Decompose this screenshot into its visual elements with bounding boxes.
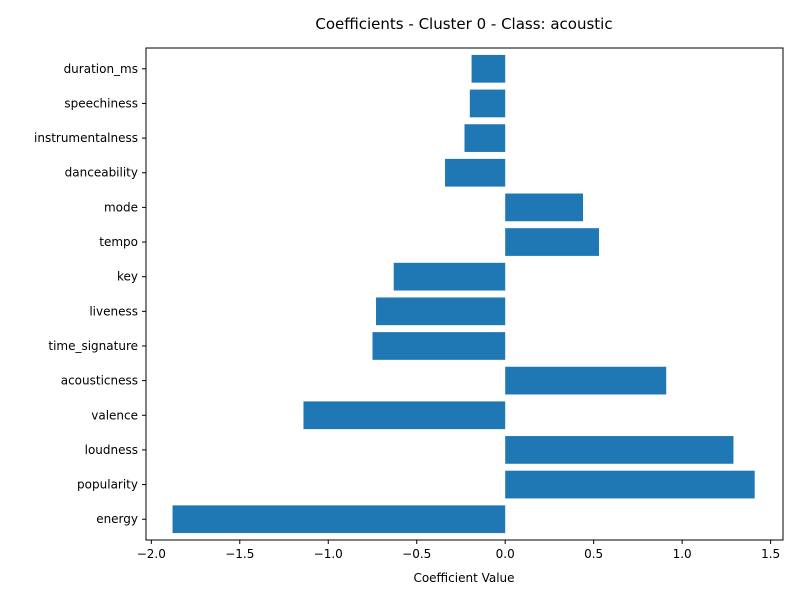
bar-danceability xyxy=(445,158,506,187)
x-tick-label: −2.0 xyxy=(137,547,166,561)
y-tick-label: key xyxy=(117,270,138,284)
x-axis-label: Coefficient Value xyxy=(413,571,514,585)
x-tick-label: −1.0 xyxy=(314,547,343,561)
y-tick-label: time_signature xyxy=(48,339,138,353)
bar-liveness xyxy=(376,297,506,326)
y-axis-ticks: energy popularity loudness valence acousticn… xyxy=(34,62,146,526)
y-tick-label: instrumentalness xyxy=(34,131,138,145)
y-tick-label: energy xyxy=(96,512,138,526)
bar-key xyxy=(393,262,506,291)
bars-group xyxy=(172,54,755,534)
y-tick-label: acousticness xyxy=(61,374,138,388)
bar-duration_ms xyxy=(471,54,506,83)
y-tick-label: liveness xyxy=(89,304,138,318)
bar-loudness xyxy=(505,436,734,464)
bar-mode xyxy=(505,193,584,222)
x-tick-label: 0.5 xyxy=(584,547,603,561)
y-tick-label: danceability xyxy=(65,166,138,180)
y-tick-label: duration_ms xyxy=(64,62,138,76)
bar-tempo xyxy=(505,228,599,256)
bar-valence xyxy=(303,401,506,430)
bar-energy xyxy=(172,505,506,534)
y-tick-label: loudness xyxy=(85,443,138,457)
y-tick-label: tempo xyxy=(99,235,138,249)
x-tick-label: −1.5 xyxy=(225,547,254,561)
y-tick-label: popularity xyxy=(77,478,138,492)
y-tick-label: valence xyxy=(91,408,138,422)
bar-speechiness xyxy=(469,89,506,118)
bar-instrumentalness xyxy=(464,124,506,152)
bar-acousticness xyxy=(505,366,667,395)
x-axis-ticks: −2.0 −1.5 −1.0 −0.5 0.0 0.5 1.0 1.5 xyxy=(137,540,780,561)
plot-frame xyxy=(145,47,784,541)
x-tick-label: 1.5 xyxy=(761,547,780,561)
x-tick-label: −0.5 xyxy=(402,547,431,561)
chart-title: Coefficients - Cluster 0 - Class: acoust… xyxy=(315,15,612,33)
bar-popularity xyxy=(505,470,755,499)
y-tick-label: speechiness xyxy=(64,96,138,110)
x-tick-label: 0.0 xyxy=(496,547,515,561)
x-tick-label: 1.0 xyxy=(673,547,692,561)
bar-time_signature xyxy=(372,332,506,360)
y-tick-label: mode xyxy=(104,200,138,214)
